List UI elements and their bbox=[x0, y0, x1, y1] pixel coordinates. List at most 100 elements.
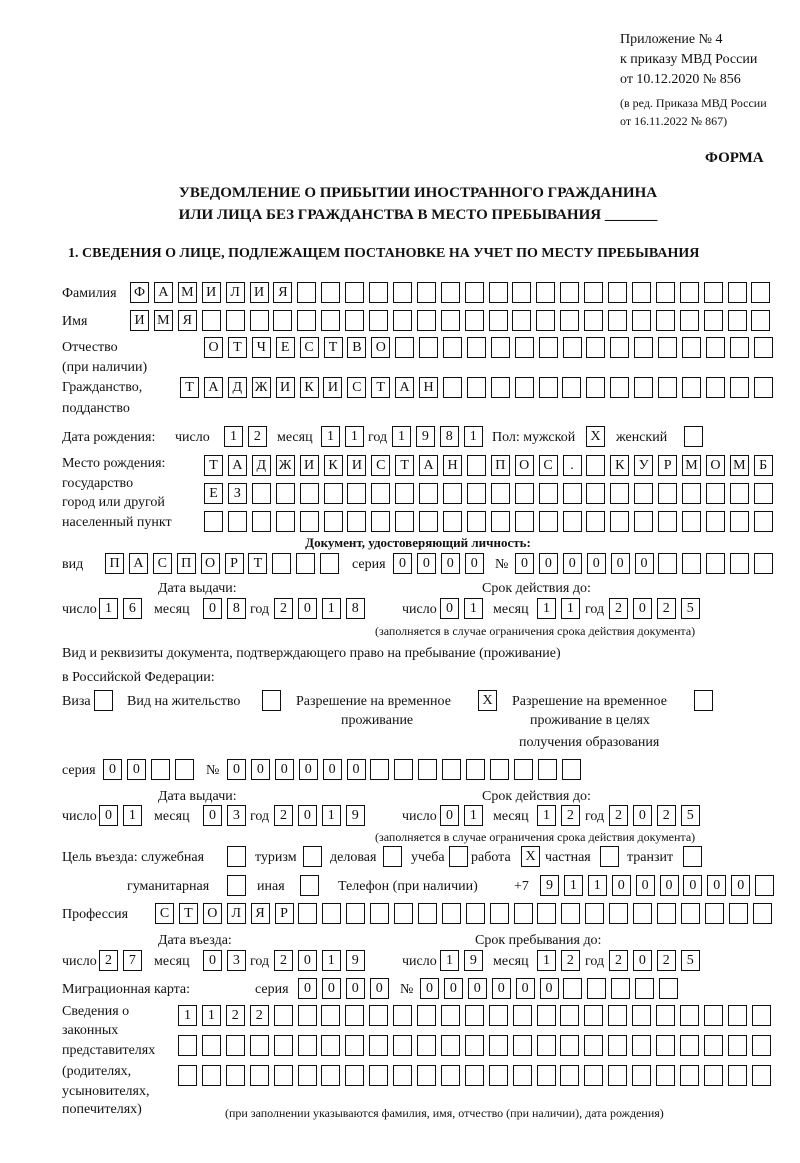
char-cell[interactable] bbox=[393, 1005, 413, 1026]
char-cell[interactable] bbox=[345, 1065, 365, 1086]
char-cell[interactable]: 0 bbox=[274, 759, 294, 780]
char-cell[interactable]: Т bbox=[204, 455, 223, 476]
char-cell[interactable] bbox=[512, 1035, 532, 1056]
char-cell[interactable] bbox=[489, 903, 509, 924]
char-cell[interactable] bbox=[656, 903, 676, 924]
char-cell[interactable]: 9 bbox=[345, 805, 365, 826]
char-cell[interactable] bbox=[514, 377, 534, 398]
char-cell[interactable] bbox=[449, 846, 468, 867]
char-cell[interactable]: 0 bbox=[250, 759, 270, 780]
char-cell[interactable] bbox=[536, 282, 556, 303]
char-cell[interactable] bbox=[560, 1005, 580, 1026]
char-cell[interactable]: 6 bbox=[122, 598, 142, 619]
char-cell[interactable] bbox=[634, 483, 654, 504]
char-cell[interactable]: Т bbox=[178, 903, 198, 924]
char-cell[interactable] bbox=[395, 337, 415, 358]
char-cell[interactable]: Д bbox=[251, 455, 271, 476]
char-cell[interactable]: 0 bbox=[632, 950, 652, 971]
char-cell[interactable]: X bbox=[586, 426, 605, 447]
char-cell[interactable] bbox=[611, 978, 631, 999]
char-cell[interactable] bbox=[751, 1065, 771, 1086]
char-cell[interactable] bbox=[466, 511, 486, 532]
char-cell[interactable]: А bbox=[395, 377, 415, 398]
char-cell[interactable] bbox=[703, 1035, 723, 1056]
char-cell[interactable]: 2 bbox=[560, 950, 580, 971]
char-cell[interactable]: 0 bbox=[416, 553, 436, 574]
char-cell[interactable] bbox=[417, 903, 437, 924]
char-cell[interactable]: Л bbox=[226, 903, 246, 924]
char-cell[interactable] bbox=[658, 511, 678, 532]
char-cell[interactable]: . bbox=[562, 455, 582, 476]
char-cell[interactable] bbox=[561, 903, 581, 924]
char-cell[interactable]: 2 bbox=[609, 598, 628, 619]
char-cell[interactable] bbox=[417, 1065, 436, 1086]
char-cell[interactable] bbox=[562, 511, 582, 532]
char-cell[interactable]: 0 bbox=[440, 805, 459, 826]
char-cell[interactable] bbox=[299, 511, 319, 532]
char-cell[interactable] bbox=[395, 511, 415, 532]
char-cell[interactable]: 1 bbox=[321, 950, 341, 971]
char-cell[interactable] bbox=[321, 310, 341, 331]
char-cell[interactable] bbox=[632, 1005, 652, 1026]
char-cell[interactable] bbox=[371, 483, 391, 504]
char-cell[interactable] bbox=[251, 511, 271, 532]
char-cell[interactable] bbox=[751, 282, 771, 303]
char-cell[interactable]: 0 bbox=[515, 553, 534, 574]
char-cell[interactable]: 0 bbox=[369, 978, 389, 999]
char-cell[interactable] bbox=[371, 511, 391, 532]
char-cell[interactable]: Ф bbox=[130, 282, 149, 303]
char-cell[interactable]: П bbox=[105, 553, 124, 574]
char-cell[interactable] bbox=[681, 377, 701, 398]
char-cell[interactable] bbox=[273, 1065, 293, 1086]
char-cell[interactable] bbox=[753, 337, 773, 358]
char-cell[interactable]: 0 bbox=[634, 553, 654, 574]
char-cell[interactable]: 2 bbox=[274, 805, 293, 826]
char-cell[interactable] bbox=[392, 310, 412, 331]
char-cell[interactable]: 1 bbox=[537, 598, 556, 619]
char-cell[interactable] bbox=[440, 1005, 460, 1026]
char-cell[interactable]: 0 bbox=[562, 553, 582, 574]
char-cell[interactable] bbox=[536, 1065, 556, 1086]
char-cell[interactable]: 0 bbox=[635, 875, 655, 896]
char-cell[interactable] bbox=[440, 1035, 460, 1056]
char-cell[interactable]: Е bbox=[204, 483, 223, 504]
char-cell[interactable] bbox=[683, 846, 702, 867]
char-cell[interactable]: 0 bbox=[467, 978, 487, 999]
char-cell[interactable]: 0 bbox=[227, 759, 246, 780]
char-cell[interactable]: 2 bbox=[656, 805, 676, 826]
char-cell[interactable] bbox=[679, 310, 699, 331]
char-cell[interactable]: М bbox=[729, 455, 749, 476]
char-cell[interactable]: Я bbox=[177, 310, 197, 331]
char-cell[interactable]: А bbox=[153, 282, 173, 303]
char-cell[interactable] bbox=[94, 690, 113, 711]
char-cell[interactable] bbox=[490, 511, 510, 532]
char-cell[interactable] bbox=[347, 511, 367, 532]
char-cell[interactable] bbox=[608, 310, 627, 331]
char-cell[interactable] bbox=[321, 1005, 341, 1026]
char-cell[interactable] bbox=[584, 1005, 604, 1026]
char-cell[interactable] bbox=[225, 310, 245, 331]
char-cell[interactable] bbox=[537, 759, 557, 780]
char-cell[interactable] bbox=[300, 875, 319, 896]
char-cell[interactable]: Т bbox=[323, 337, 343, 358]
char-cell[interactable] bbox=[178, 1065, 197, 1086]
char-cell[interactable] bbox=[489, 759, 509, 780]
char-cell[interactable] bbox=[514, 483, 534, 504]
char-cell[interactable] bbox=[273, 1035, 293, 1056]
char-cell[interactable]: 1 bbox=[178, 1005, 197, 1026]
char-cell[interactable] bbox=[705, 483, 725, 504]
char-cell[interactable] bbox=[178, 1035, 197, 1056]
char-cell[interactable]: Т bbox=[248, 553, 268, 574]
char-cell[interactable]: 0 bbox=[298, 759, 318, 780]
char-cell[interactable]: 0 bbox=[346, 759, 366, 780]
char-cell[interactable] bbox=[201, 1035, 221, 1056]
char-cell[interactable] bbox=[150, 759, 170, 780]
char-cell[interactable] bbox=[587, 978, 607, 999]
char-cell[interactable]: 1 bbox=[463, 426, 483, 447]
char-cell[interactable]: 0 bbox=[632, 598, 652, 619]
char-cell[interactable] bbox=[682, 337, 701, 358]
char-cell[interactable] bbox=[655, 310, 675, 331]
char-cell[interactable] bbox=[562, 377, 582, 398]
char-cell[interactable]: 0 bbox=[345, 978, 365, 999]
char-cell[interactable] bbox=[610, 337, 630, 358]
